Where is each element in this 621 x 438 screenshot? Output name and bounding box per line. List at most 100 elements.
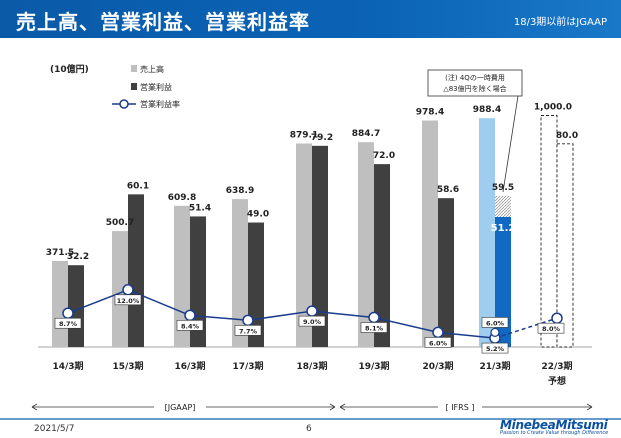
margin-label-1: 12.0% [117,297,140,305]
margin-label-box-0 [54,317,82,329]
margin-label-8: 8.0% [542,325,561,333]
category-label-1: 15/3期 [112,360,143,372]
annotation-line2: △83億円を除く場合 [443,84,506,93]
margin-label-0: 8.7% [59,320,78,328]
bar-op-3 [248,222,264,347]
margin-line-forecast [494,317,558,339]
margin-label-box-4 [298,315,326,327]
header-bar: 売上高、営業利益、営業利益率 18/3期以前はJGAAP [0,0,621,38]
margin-label-4: 9.0% [303,318,322,326]
margin-point-4 [306,305,318,317]
label-op-6: 58.6 [437,185,459,195]
bar-sales-0 [52,260,68,347]
margin-label-7: 5.2% [486,345,505,353]
label-op-3: 49.0 [247,210,269,220]
margin-point-0 [62,307,74,319]
margin-label-box-3 [234,325,262,336]
label-op-5: 72.0 [373,151,395,161]
annotation-leader [502,95,519,193]
jgaap-arrow-right [329,403,336,411]
page-title: 売上高、営業利益、営業利益率 [16,10,310,34]
margin-label-adjusted-box [481,317,509,328]
category-label-5: 19/3期 [358,360,389,372]
margin-label-box-5 [360,322,388,333]
margin-point-5 [368,311,380,324]
category-label-6: 20/3期 [422,360,453,372]
accounting-note: 18/3期以前はJGAAP [513,17,607,28]
label-sales-5: 884.7 [352,129,380,139]
label-op-2: 51.4 [189,203,211,213]
label-op-7: 51.2 [491,223,516,234]
bar-op-6 [438,198,454,347]
margin-point-8 [551,312,563,324]
category-label-4: 18/3期 [296,360,327,372]
margin-line [67,288,496,339]
category-label-8: 22/3期 [541,360,572,372]
jgaap-arrow-left [31,403,38,411]
margin-label-box-2 [176,320,204,331]
legend-sales-swatch [131,65,137,72]
legend-margin-marker [119,99,129,109]
label-op-4: 79.2 [311,133,333,143]
bar-sales-1 [112,231,128,347]
unit-label: (10億円) [50,63,89,75]
legend-sales: 売上高 [140,64,164,74]
margin-point-1 [122,284,134,296]
margin-point-6 [432,326,444,339]
annotation-box [427,69,523,97]
margin-point-3 [242,314,254,327]
footer-date: 2021/5/7 [34,424,75,434]
label-op-0: 32.2 [67,252,89,262]
company-logo: MinebeaMitsumi Passion to Create Value t… [500,418,610,436]
margin-label-box-7 [481,342,509,354]
margin-label-box-1 [114,294,142,306]
label-sales-1: 500.7 [106,218,134,228]
ifrs-label: [ IFRS ] [446,403,475,412]
jgaap-label-bg [154,401,206,412]
label-sales-0: 371.5 [46,248,74,258]
category-label-2: 16/3期 [174,360,205,372]
label-sales-3: 638.9 [226,186,254,196]
ifrs-arrow-left [339,403,346,411]
margin-point-adjusted [490,327,500,337]
margin-label-2: 8.4% [181,322,200,330]
bar-sales-3 [232,199,248,347]
bar-op-0 [68,265,84,347]
margin-point-2 [184,309,196,322]
label-op-1: 60.1 [127,181,149,191]
bar-op-5 [374,164,390,347]
margin-label-5: 8.1% [365,324,384,332]
annotation-line1: (注) 4Qの一時費用 [445,73,505,82]
logo-tagline: Passion to Create Value through Differen… [500,430,609,436]
margin-label-adjusted: 6.0% [486,319,505,327]
ifrs-arrow-right [586,403,593,411]
category-label-3: 17/3期 [232,360,263,372]
label-sales-4: 879.1 [290,130,318,140]
label-sales-7: 988.4 [473,105,501,115]
label-op-8: 80.0 [556,131,578,141]
label-op-adjusted: 59.5 [492,183,514,193]
bar-op-8 [556,143,574,348]
bar-sales-5 [358,142,374,347]
bar-sales-8 [540,115,558,348]
bar-sales-4 [296,143,312,347]
legend-op-swatch [131,83,137,90]
legend-op: 営業利益 [140,82,172,92]
bar-op-adjusted [495,195,511,217]
jgaap-label: [JGAAP] [165,403,196,412]
legend-margin: 営業利益率 [140,99,180,109]
label-sales-8: 1,000.0 [534,103,572,113]
bar-op-7 [495,216,511,347]
margin-label-6: 6.0% [429,339,448,347]
bar-op-1 [128,194,144,347]
margin-label-box-6 [424,337,452,348]
category-label-7: 21/3期 [479,360,510,372]
bar-sales-7 [479,118,495,348]
bar-sales-6 [422,120,438,347]
logo-name: MinebeaMitsumi [500,418,608,432]
bar-op-4 [312,145,328,347]
label-sales-2: 609.8 [168,193,196,203]
label-sales-6: 978.4 [416,108,444,118]
margin-label-3: 7.7% [239,327,258,335]
